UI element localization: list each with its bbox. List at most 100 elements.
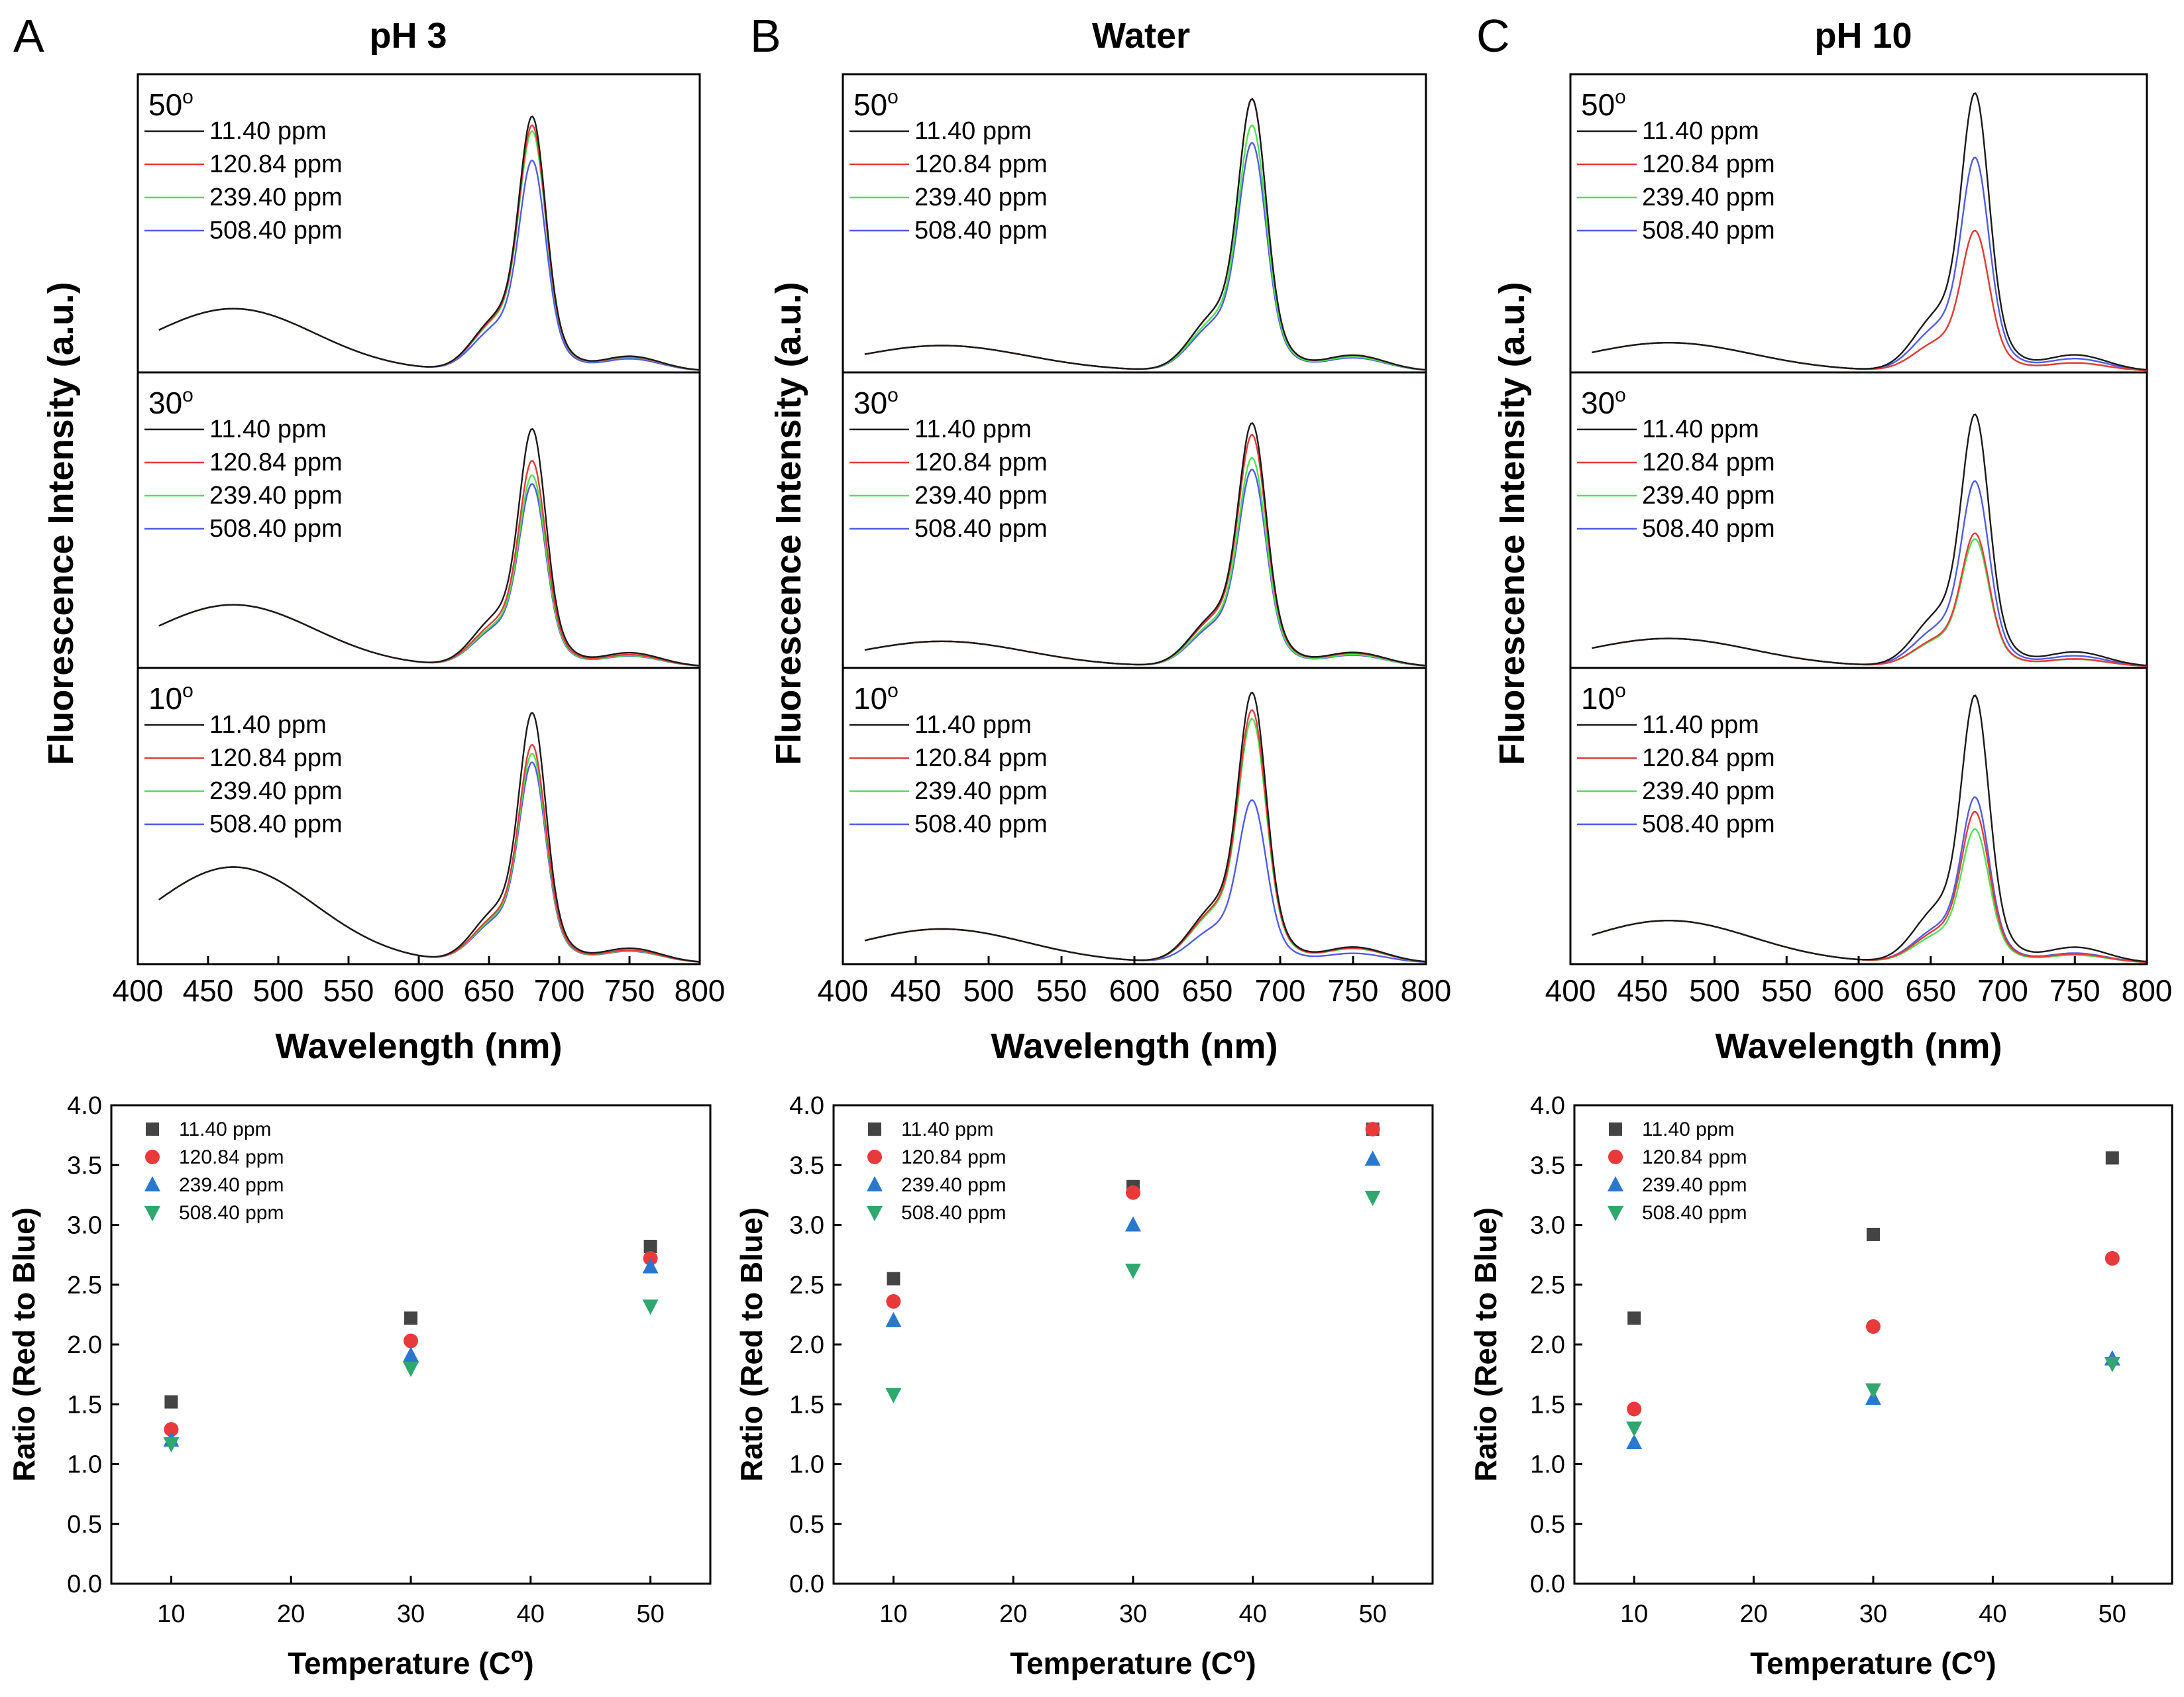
legend-marker xyxy=(1608,1206,1623,1221)
y-tick-label: 1.0 xyxy=(789,1451,824,1479)
data-point-239-40-ppm xyxy=(885,1311,902,1327)
data-point-508-40-ppm xyxy=(642,1299,659,1315)
x-tick-label: 750 xyxy=(2049,973,2101,1008)
panel-letter-C: C xyxy=(1476,10,1510,62)
x-tick-label: 600 xyxy=(1109,973,1160,1008)
x-tick-label: 450 xyxy=(183,973,234,1008)
y-tick-label: 1.0 xyxy=(67,1451,102,1479)
x-tick-label: 800 xyxy=(675,973,726,1008)
x-tick-label: 800 xyxy=(1401,973,1452,1008)
x-tick-label: 650 xyxy=(1905,973,1956,1008)
legend-label: 508.40 ppm xyxy=(209,217,343,245)
y-tick-label: 0.0 xyxy=(789,1570,824,1598)
y-tick-label: 1.0 xyxy=(1530,1451,1565,1479)
y-tick-label: 2.5 xyxy=(789,1272,824,1299)
x-tick-label: 650 xyxy=(464,973,515,1008)
y-tick-label: 2.0 xyxy=(1530,1331,1565,1359)
data-point-11-40-ppm xyxy=(404,1311,417,1325)
spectrum-line-11-40-ppm xyxy=(158,115,700,371)
legend-marker xyxy=(1608,1150,1623,1164)
y-tick-label: 4.0 xyxy=(1530,1092,1565,1120)
y-tick-label: 3.0 xyxy=(67,1212,102,1240)
x-tick-label: 700 xyxy=(1255,973,1306,1008)
legend-label: 239.40 ppm xyxy=(209,777,343,805)
ratio-panel-B2: 0.0 0.5 1.0 1.5 2.0 2.5 3.0 3.5 4.0 10 20 30 40 50 Tem… xyxy=(734,1092,1434,1680)
legend-label: 239.40 ppm xyxy=(914,482,1048,510)
legend-label: 239.40 ppm xyxy=(901,1174,1006,1196)
data-point-120-84-ppm xyxy=(2104,1251,2120,1266)
x-tick-label: 400 xyxy=(818,973,869,1008)
x-tick-label: 500 xyxy=(253,973,304,1008)
data-point-120-84-ppm xyxy=(404,1333,418,1348)
legend-label: 508.40 ppm xyxy=(179,1202,284,1224)
y-tick-label: 2.0 xyxy=(789,1331,824,1359)
legend-label: 508.40 ppm xyxy=(914,810,1048,838)
legend-label: 508.40 ppm xyxy=(901,1202,1006,1224)
x-tick-label: 450 xyxy=(891,973,942,1008)
data-point-508-40-ppm xyxy=(885,1388,902,1403)
temperature-label: 30o xyxy=(853,384,899,420)
data-point-11-40-ppm xyxy=(1627,1311,1641,1325)
spectrum-line-11-40-ppm xyxy=(158,712,700,963)
legend-label: 120.84 ppm xyxy=(1642,744,1775,772)
legend-label: 239.40 ppm xyxy=(914,777,1048,805)
temperature-label: 50o xyxy=(148,86,193,122)
panel-letter-A: A xyxy=(13,10,44,62)
legend-label: 239.40 ppm xyxy=(1642,482,1775,510)
subplot-B-50: 50o 11.40 ppm 120.84 ppm 239.40 ppm 508.40 p… xyxy=(842,73,1427,374)
x-tick-label: 30 xyxy=(1119,1600,1147,1628)
x-tick-label: 600 xyxy=(394,973,445,1008)
y-tick-label: 3.5 xyxy=(67,1152,102,1179)
temperature-label: 10o xyxy=(148,680,193,716)
legend-label: 239.40 ppm xyxy=(1642,1174,1747,1196)
subplot-A-30: 30o 11.40 ppm 120.84 ppm 239.40 ppm 508.40 p… xyxy=(136,371,701,669)
subplot-C-10: 10o 11.40 ppm 120.84 ppm 239.40 ppm 508.40 p… xyxy=(1569,667,2148,965)
legend-marker xyxy=(867,1150,882,1164)
data-point-239-40-ppm xyxy=(1125,1216,1141,1232)
x-tick-label: 500 xyxy=(963,973,1014,1008)
y-tick-label: 0.0 xyxy=(1530,1570,1565,1598)
legend-label: 508.40 ppm xyxy=(1642,515,1775,543)
legend-label: 239.40 ppm xyxy=(1642,184,1775,211)
data-point-508-40-ppm xyxy=(163,1437,180,1452)
y-axis-title: Fluorescence Intensity (a.u.) xyxy=(769,282,808,765)
x-tick-label: 600 xyxy=(1833,973,1884,1008)
x-axis-title: Wavelength (nm) xyxy=(1715,1026,2002,1066)
x-tick-label: 450 xyxy=(1617,973,1668,1008)
legend-label: 508.40 ppm xyxy=(1642,1202,1747,1224)
legend-label: 239.40 ppm xyxy=(209,184,343,211)
data-point-11-40-ppm xyxy=(643,1239,657,1253)
data-point-508-40-ppm xyxy=(2104,1356,2120,1372)
x-tick-label: 500 xyxy=(1689,973,1740,1008)
legend-label: 11.40 ppm xyxy=(209,711,327,739)
x-tick-label: 550 xyxy=(1761,973,1812,1008)
legend-label: 508.40 ppm xyxy=(1642,217,1775,245)
data-point-508-40-ppm xyxy=(1865,1383,1881,1399)
data-point-508-40-ppm xyxy=(403,1362,419,1378)
x-tick-label: 700 xyxy=(534,973,585,1008)
legend-label: 120.84 ppm xyxy=(914,150,1048,178)
y-tick-label: 1.5 xyxy=(789,1391,824,1419)
x-tick-label: 40 xyxy=(1239,1600,1267,1628)
x-tick-label: 400 xyxy=(113,973,164,1008)
legend-marker xyxy=(1608,1176,1623,1191)
subplot-C-50: 50o 11.40 ppm 120.84 ppm 239.40 ppm 508.40 p… xyxy=(1569,73,2148,374)
panel-title-C: pH 10 xyxy=(1814,16,1912,56)
data-point-239-40-ppm xyxy=(642,1258,659,1274)
x-tick-label: 700 xyxy=(1977,973,2028,1008)
legend-label: 508.40 ppm xyxy=(1642,810,1775,838)
legend-label: 239.40 ppm xyxy=(914,184,1048,211)
data-point-120-84-ppm xyxy=(164,1422,179,1437)
y-tick-label: 3.0 xyxy=(1530,1212,1565,1240)
legend-label: 120.84 ppm xyxy=(209,150,343,178)
spectrum-line-239-40-ppm xyxy=(1592,538,2148,667)
legend-label: 120.84 ppm xyxy=(1642,150,1775,178)
legend-marker xyxy=(868,1122,881,1136)
data-point-508-40-ppm xyxy=(1364,1190,1381,1206)
legend-label: 120.84 ppm xyxy=(209,744,343,772)
x-tick-label: 750 xyxy=(604,973,655,1008)
spectrum-line-508-40-ppm xyxy=(158,483,700,667)
temperature-label: 10o xyxy=(853,680,899,716)
spectrum-line-239-40-ppm xyxy=(1592,229,2148,372)
data-point-120-84-ppm xyxy=(1365,1122,1380,1137)
